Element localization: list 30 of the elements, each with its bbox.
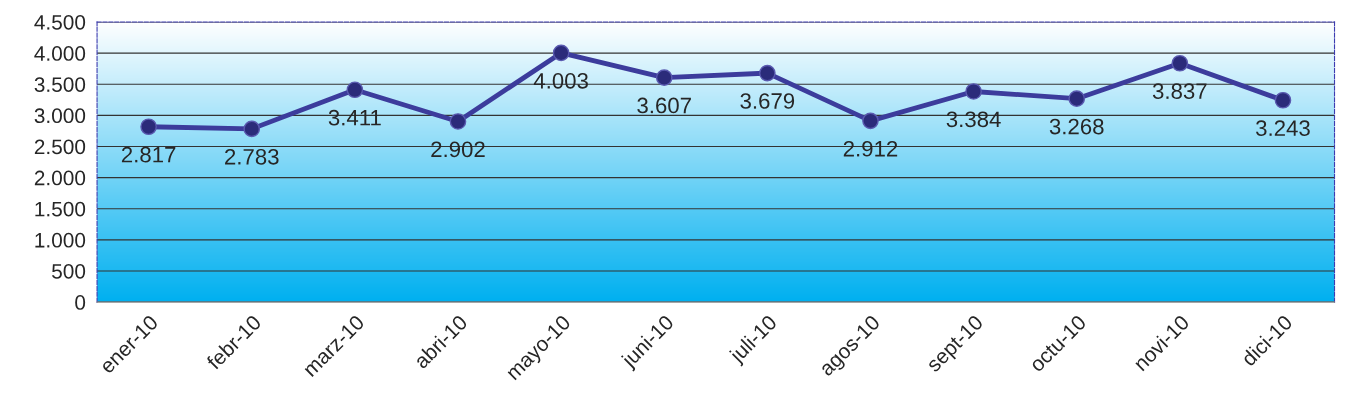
point <box>552 44 570 62</box>
y-tick-label: 2.500 <box>34 139 86 155</box>
point <box>655 69 673 86</box>
data-label: 3.243 <box>1256 120 1310 137</box>
point <box>449 113 467 130</box>
data-label: 3.679 <box>740 93 795 109</box>
y-tick-label: 4.500 <box>34 15 86 30</box>
point <box>759 64 776 82</box>
point <box>346 81 364 99</box>
y-tick-label: 1.500 <box>35 201 86 217</box>
data-label: 3.268 <box>1049 118 1104 135</box>
data-label: 3.837 <box>1152 83 1207 100</box>
y-tick-label: 0 <box>75 295 86 310</box>
y-tick-label: 1.000 <box>35 232 86 248</box>
point <box>243 120 261 138</box>
data-label: 2.783 <box>225 148 279 165</box>
point <box>140 118 157 136</box>
y-tick-label: 3.000 <box>34 108 86 124</box>
point <box>1171 54 1189 72</box>
point <box>1274 91 1292 109</box>
data-label: 2.817 <box>121 146 176 163</box>
y-tick-label: 3.500 <box>34 77 86 92</box>
y-tick-label: 2.000 <box>34 170 86 186</box>
point <box>965 83 982 100</box>
data-label: 3.384 <box>946 111 1001 128</box>
point <box>1068 90 1086 108</box>
y-tick-label: 4.000 <box>34 46 86 61</box>
point <box>862 112 879 130</box>
data-label: 3.607 <box>637 97 691 114</box>
y-tick-label: 500 <box>52 264 86 279</box>
